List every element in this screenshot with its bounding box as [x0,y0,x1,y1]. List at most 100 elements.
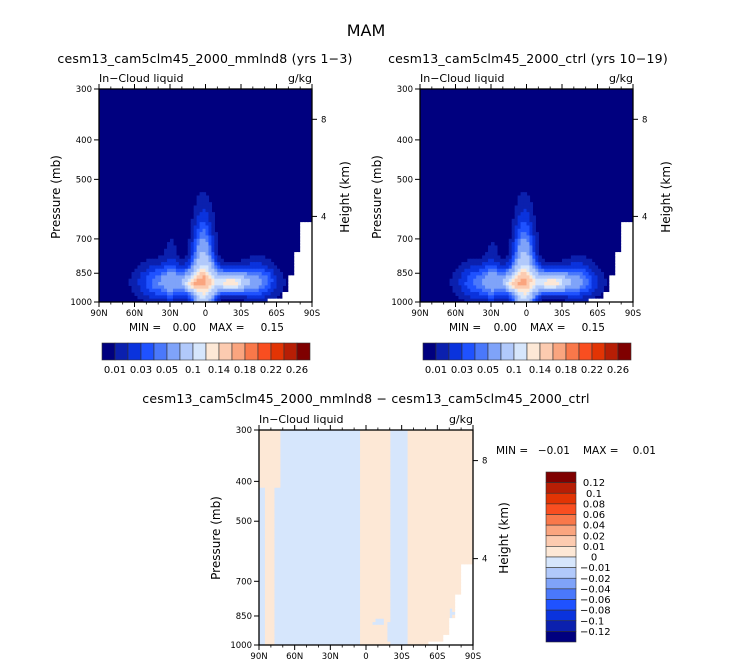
terrain-mask [594,298,599,303]
colorbar: 0.01 0.03 0.05 0.1 0.14 0.18 0.22 0.26 [422,342,632,376]
contour-cell [276,473,281,478]
contour-cell [270,534,275,539]
contour-cell [455,285,460,290]
contour-cell [264,601,269,606]
contour-cell [431,450,435,455]
contour-cell [416,554,421,559]
contour-cell [564,265,569,270]
contour-cell [529,228,534,233]
contour-cell [267,621,272,626]
contour-cell [535,242,539,247]
terrain-mask [624,265,628,270]
contour-cell [508,255,513,260]
contour-cell [386,500,391,505]
contour-cell [199,268,204,273]
contour-cell [360,517,364,522]
contour-cell [264,466,269,471]
terrain-mask [300,262,304,266]
contour-cell [476,282,480,286]
contour-cell [366,550,370,555]
contour-cell [371,443,376,448]
contour-cell [226,262,230,266]
contour-cell [493,275,498,280]
contour-cell [425,436,430,441]
contour-cell [211,282,215,286]
contour-cell [446,554,450,559]
terrain-mask [624,268,628,273]
contour-cell [199,205,204,210]
contour-cell [149,265,153,270]
contour-cell [270,473,275,478]
contour-cell [526,208,531,213]
contour-cell [410,581,415,586]
contour-cell [517,225,522,230]
contour-cell [496,282,501,286]
contour-cell [452,530,456,535]
contour-cell [380,557,385,562]
terrain-mask [303,245,307,250]
contour-cell [149,272,153,276]
y-axis-label: Pressure (mb) [49,155,63,239]
contour-cell [443,527,447,532]
terrain-mask [306,268,310,273]
contour-cell [422,433,427,438]
contour-cell [386,550,391,555]
contour-cell [368,581,373,586]
contour-cell [407,641,412,646]
contour-cell [371,530,376,535]
contour-cell [514,275,519,280]
contour-cell [360,440,364,445]
contour-cell [377,628,382,633]
contour-cell [407,527,412,532]
contour-cell [178,285,183,290]
terrain-mask [470,614,474,619]
contour-cell [535,252,539,257]
contour-cell [193,225,198,230]
contour-cell [422,550,427,555]
contour-cell [443,601,447,606]
terrain-mask [300,255,304,260]
contour-plot [259,430,474,646]
contour-cell [505,272,510,276]
contour-cell [434,490,438,495]
contour-cell [440,587,444,592]
contour-cell [449,430,453,434]
contour-cell [374,470,379,475]
contour-cell [366,524,370,529]
contour-cell [511,235,516,240]
contour-cell [446,430,450,434]
contour-cell [380,561,385,565]
contour-cell [570,288,575,293]
contour-cell [161,285,165,290]
contour-cell [386,430,391,434]
contour-cell [544,295,548,300]
contour-cell [425,534,430,539]
contour-cell [425,587,430,592]
contour-cell [582,278,587,283]
contour-cell [258,265,263,270]
contour-cell [413,500,418,505]
contour-cell [170,288,174,293]
contour-cell [541,265,545,270]
terrain-mask [627,265,631,270]
contour-cell [383,456,388,461]
contour-cell [428,631,432,636]
contour-cell [208,212,213,217]
contour-cell [366,591,370,596]
contour-cell [582,298,587,303]
contour-cell [146,292,150,296]
contour-cell [380,524,385,529]
contour-cell [431,571,435,576]
terrain-mask [467,581,471,586]
terrain-mask [458,608,462,613]
contour-cell [360,574,364,579]
contour-cell [422,477,427,481]
contour-cell [452,450,456,455]
contour-cell [538,255,542,260]
contour-cell [149,262,153,266]
contour-cell [377,634,382,639]
contour-cell [243,282,248,286]
contour-cell [255,278,260,283]
contour-cell [413,557,418,562]
contour-cell [499,285,504,290]
